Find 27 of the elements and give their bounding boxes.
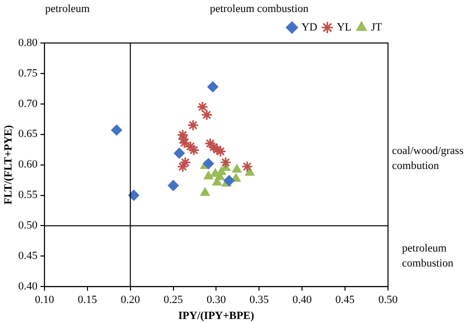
y-tick-label: 0.70 <box>18 98 38 110</box>
text: petroleum combustion <box>402 242 454 270</box>
y-tick-label: 0.55 <box>18 189 38 202</box>
y-tick-label: 0.75 <box>18 67 38 80</box>
x-tick-label: 0.40 <box>292 294 312 306</box>
x-axis-title: IPY/(IPY+BPE) <box>178 310 255 322</box>
x-tick-label: 0.20 <box>120 294 140 306</box>
x-tick-label: 0.50 <box>378 294 398 306</box>
x-tick-label: 0.35 <box>250 294 270 306</box>
y-tick-label: 0.80 <box>18 36 38 49</box>
text: petroleum combustion <box>210 2 310 15</box>
text: petroleum <box>45 2 90 15</box>
y-tick-label: 0.45 <box>18 250 38 262</box>
x-tick-label: 0.45 <box>335 294 356 306</box>
legend-label: JT <box>371 21 382 34</box>
y-tick-label: 0.50 <box>18 220 38 232</box>
y-axis-title: FLT/(FLT+PYE) <box>2 124 14 205</box>
y-tick-label: 0.40 <box>18 280 38 292</box>
x-tick-label: 0.30 <box>206 294 226 306</box>
y-tick-label: 0.65 <box>18 128 38 140</box>
y-tick-label: 0.60 <box>18 158 38 171</box>
x-tick-label: 0.10 <box>34 294 55 306</box>
text: coal/wood/grass combution <box>392 145 464 172</box>
legend-label: YL <box>336 21 352 34</box>
legend-label: YD <box>301 21 318 34</box>
x-tick-label: 0.25 <box>164 294 184 306</box>
x-tick-label: 0.15 <box>78 294 98 306</box>
